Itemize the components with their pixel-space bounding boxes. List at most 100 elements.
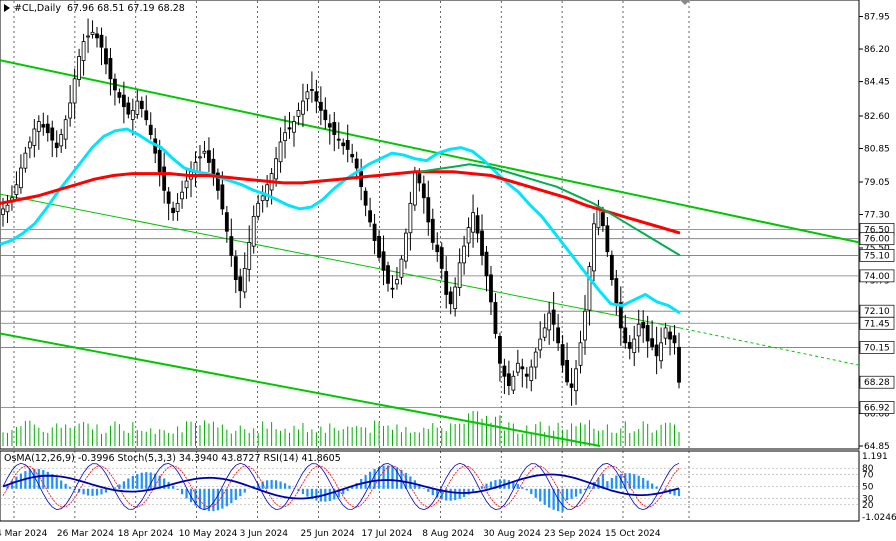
candle-body	[233, 256, 238, 280]
candle-body	[1, 208, 5, 215]
candle-body	[408, 202, 413, 234]
price-tick-label: 64.85	[864, 442, 890, 452]
candle-body	[565, 360, 569, 383]
candle-body	[211, 158, 216, 176]
candle-body	[663, 327, 668, 339]
level-label-box	[859, 401, 895, 414]
price-tick-label: 87.95	[864, 13, 890, 23]
candle-body	[283, 132, 287, 141]
candle-body	[166, 191, 171, 204]
candle-body	[72, 78, 77, 104]
candle-body	[14, 184, 19, 196]
candle-body	[220, 184, 225, 210]
candle-body	[314, 91, 319, 102]
candle-body	[126, 102, 131, 115]
level-label: 76.00	[864, 235, 890, 245]
time-label: 23 Sep 2024	[544, 529, 601, 539]
candlesticks[interactable]	[1, 18, 681, 406]
candle-body	[466, 227, 471, 244]
candle-body	[538, 338, 543, 351]
rsi-line	[2, 473, 680, 500]
candle-body	[175, 202, 180, 212]
price-tick-label: 80.85	[864, 145, 890, 155]
ema-fast-line	[0, 127, 681, 315]
candle-body	[524, 373, 529, 377]
candle-body	[350, 154, 355, 158]
candle-body	[180, 191, 184, 200]
candle-body	[641, 322, 646, 329]
candle-body	[242, 268, 247, 293]
candle-body	[457, 262, 462, 288]
main-plot-frame	[0, 0, 860, 450]
candle-body	[144, 110, 149, 121]
candle-body	[677, 346, 681, 383]
candle-body	[426, 197, 431, 223]
candle-body	[439, 247, 444, 269]
trend-lower	[0, 332, 601, 447]
candle-body	[498, 336, 502, 364]
candle-body	[32, 128, 37, 146]
candle-body	[198, 156, 202, 159]
level-label: 71.45	[864, 319, 890, 329]
indicator-axis-label: -1.0246	[862, 513, 896, 523]
candle-body	[238, 276, 243, 292]
candle-body	[421, 183, 426, 199]
indicator-axis-label: 50	[862, 483, 874, 493]
ema-mid-line	[419, 163, 681, 257]
candle-body	[81, 41, 86, 61]
candle-body	[484, 251, 489, 277]
candle-body	[229, 236, 234, 256]
level-label-box	[859, 375, 895, 389]
candle-body	[184, 180, 189, 189]
indicator-header: OsMA(12,26,9) -0.3996 Stoch(5,3,3) 34.39…	[4, 453, 341, 464]
candle-body	[113, 78, 117, 91]
candle-body	[489, 274, 493, 303]
candle-body	[596, 208, 601, 229]
candle-body	[68, 102, 73, 119]
candle-body	[157, 149, 162, 173]
price-tick-label: 66.60	[864, 409, 890, 419]
indicator-axis-label: 30	[862, 495, 874, 505]
time-label: 25 Jun 2024	[301, 529, 355, 539]
candle-body	[247, 242, 252, 270]
stoch-signal-line	[2, 465, 680, 508]
level-label: 70.15	[864, 343, 890, 353]
candle-body	[605, 225, 610, 253]
level-label: 75.10	[864, 251, 890, 261]
candle-body	[417, 173, 422, 184]
price-tick-label: 75.50	[864, 244, 890, 254]
candle-body	[363, 190, 368, 206]
candle-body	[448, 291, 453, 305]
candle-body	[520, 366, 525, 370]
candle-body	[135, 100, 140, 115]
candle-body	[659, 342, 663, 362]
candle-body	[332, 121, 337, 135]
candle-body	[278, 141, 283, 163]
price-tick-label: 82.60	[864, 112, 890, 122]
dropdown-arrow-icon[interactable]	[4, 4, 10, 12]
candle-body	[645, 325, 650, 342]
price-tick-label: 79.05	[864, 178, 890, 188]
candle-body	[372, 223, 377, 241]
horizontal-levels	[0, 228, 859, 408]
level-label-box	[859, 316, 895, 330]
candle-body	[574, 368, 578, 392]
candle-body	[377, 235, 381, 258]
candle-body	[569, 383, 574, 388]
candle-body	[23, 152, 28, 169]
candle-body	[462, 245, 467, 264]
candle-body	[600, 212, 605, 227]
level-label-box	[859, 232, 895, 246]
candle-body	[130, 109, 135, 120]
time-label: 15 Oct 2024	[605, 529, 661, 539]
candle-body	[148, 124, 153, 135]
trend-mid	[0, 193, 681, 329]
candle-body	[296, 109, 301, 117]
candle-body	[41, 124, 46, 128]
candle-body	[386, 265, 390, 284]
candle-body	[533, 351, 538, 368]
level-label: 72.10	[864, 307, 890, 317]
candle-body	[215, 172, 220, 191]
candle-body	[287, 127, 292, 130]
